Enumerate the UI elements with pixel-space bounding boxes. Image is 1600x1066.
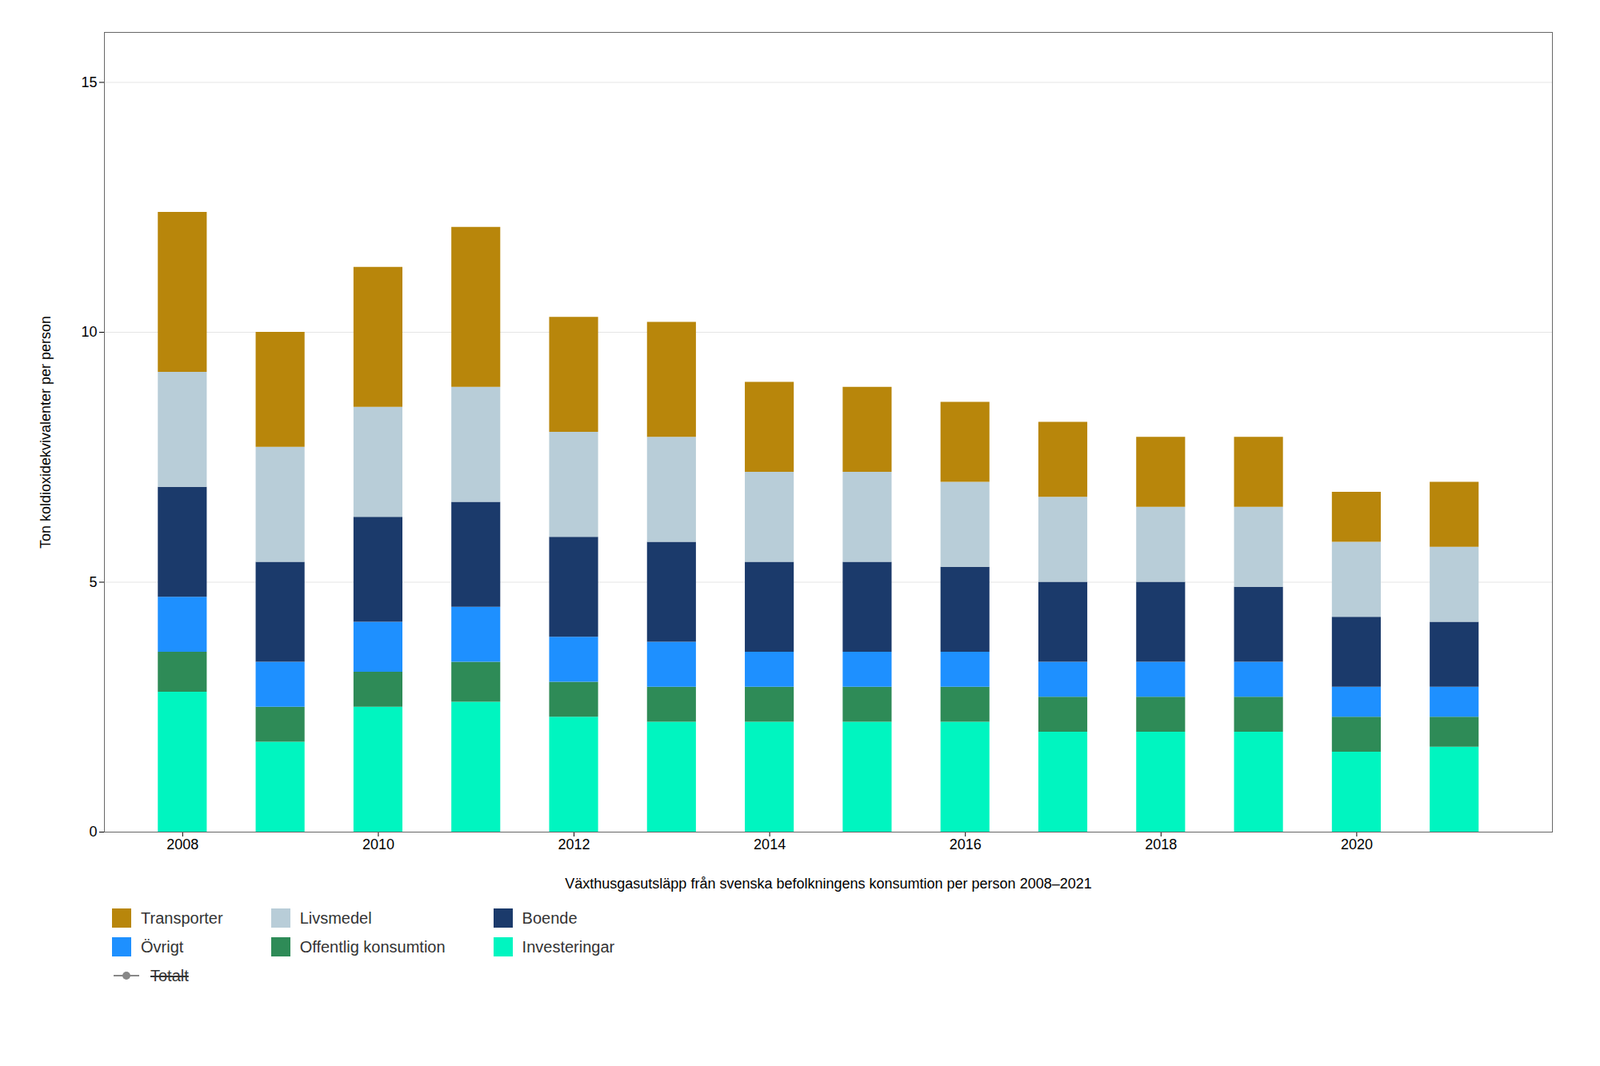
html-text:Totalt: Totalt <box>150 966 189 985</box>
svg-text:2012: 2012 <box>558 836 591 853</box>
html-text:Livsmedel: Livsmedel <box>299 909 372 927</box>
svg-text:15: 15 <box>80 74 97 91</box>
svg-text:2008: 2008 <box>166 836 199 853</box>
svg-text:Ton koldioxidekvivalenter per: Ton koldioxidekvivalenter per person <box>37 316 54 549</box>
svg-text:0: 0 <box>88 824 97 840</box>
svg-text:2018: 2018 <box>1144 836 1177 853</box>
svg-text:5: 5 <box>88 574 97 591</box>
html-text:Boende: Boende <box>522 909 578 927</box>
svg-text:10: 10 <box>80 324 97 340</box>
svg-text:2010: 2010 <box>362 836 395 853</box>
html-text:Investeringar: Investeringar <box>522 938 615 956</box>
html-text:Offentlig konsumtion: Offentlig konsumtion <box>299 938 446 956</box>
svg-text:2016: 2016 <box>949 836 982 853</box>
svg-text:2020: 2020 <box>1340 836 1373 853</box>
svg-text:Växthusgasutsläpp från svenska: Växthusgasutsläpp från svenska befolknin… <box>564 876 1092 892</box>
html-text:Transporter: Transporter <box>140 909 223 927</box>
html-text:Övrigt: Övrigt <box>140 938 184 956</box>
svg-text:2014: 2014 <box>753 836 786 853</box>
